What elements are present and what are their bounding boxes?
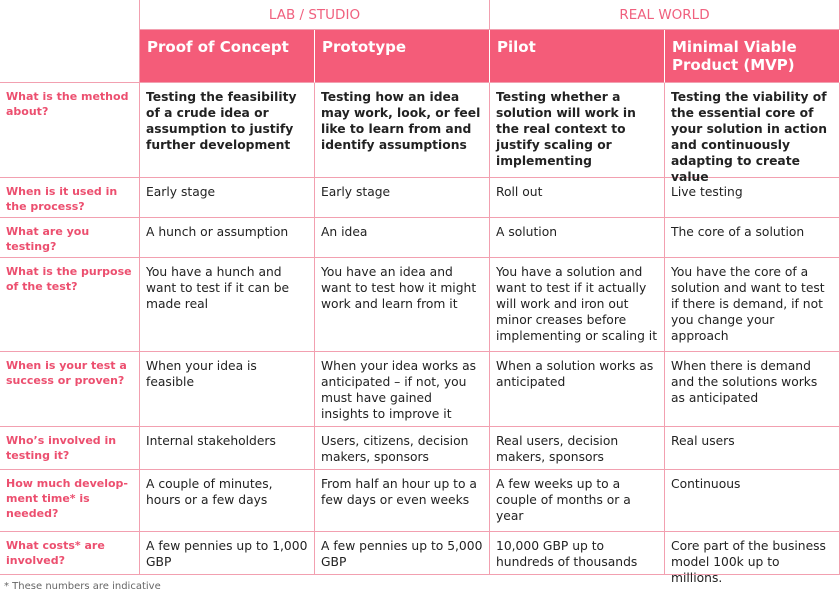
table-cell: A few weeks up to a couple of months or … (490, 470, 665, 532)
corner (0, 0, 140, 83)
table-cell: A few pennies up to 1,000 GBP (140, 532, 315, 575)
table-cell: Users, citizens, decision makers, sponso… (315, 427, 490, 470)
table-cell: A couple of minutes, hours or a few days (140, 470, 315, 532)
group-header: LAB / STUDIO (140, 0, 490, 30)
table-cell: Roll out (490, 178, 665, 218)
table-cell: When your idea is feasible (140, 352, 315, 427)
table-cell: You have a hunch and want to test if it … (140, 258, 315, 352)
row-label: What costs* are involved? (0, 532, 140, 575)
table-cell: Core part of the business model 100k up … (665, 532, 840, 585)
table-cell: You have an idea and want to test how it… (315, 258, 490, 352)
column-header: Minimal Viable Product (MVP) (665, 30, 840, 83)
column-header: Pilot (490, 30, 665, 83)
row-label: What is the method about? (0, 83, 140, 178)
table-cell: 10,000 GBP up to hundreds of thousands (490, 532, 665, 575)
table-cell: The core of a solution (665, 218, 840, 258)
table-cell: When a solution works as anticipated (490, 352, 665, 427)
table-cell: Real users (665, 427, 840, 470)
row-label: When is your test a success or proven? (0, 352, 140, 427)
table-cell: A solution (490, 218, 665, 258)
table-cell: Early stage (140, 178, 315, 218)
table-cell: When your idea works as anticipated – if… (315, 352, 490, 427)
table-cell: Testing the viability of the essential c… (665, 83, 840, 184)
table-cell: Testing whether a solution will work in … (490, 83, 665, 178)
row-label: Who’s involved in testing it? (0, 427, 140, 470)
row-label: When is it used in the process? (0, 178, 140, 218)
column-header: Prototype (315, 30, 490, 83)
table-cell: Early stage (315, 178, 490, 218)
table-cell: You have the core of a solution and want… (665, 258, 840, 352)
table-cell: Internal stakeholders (140, 427, 315, 470)
table-cell: Real users, decision makers, sponsors (490, 427, 665, 470)
table-cell: Continuous (665, 470, 840, 532)
column-header: Proof of Concept (140, 30, 315, 83)
footnote: * These numbers are indicative (4, 581, 161, 592)
group-header: REAL WORLD (490, 0, 840, 30)
table-cell: An idea (315, 218, 490, 258)
table-cell: When there is demand and the solutions w… (665, 352, 840, 427)
row-label: What is the purpose of the test? (0, 258, 140, 352)
table-cell: A hunch or assumption (140, 218, 315, 258)
table-cell: You have a solution and want to test if … (490, 258, 665, 352)
row-label: How much develop-ment time* is needed? (0, 470, 140, 532)
table-cell: From half an hour up to a few days or ev… (315, 470, 490, 532)
table-cell: A few pennies up to 5,000 GBP (315, 532, 490, 575)
table-cell: Live testing (665, 178, 840, 218)
table-cell: Testing the feasibility of a crude idea … (140, 83, 315, 178)
row-label: What are you testing? (0, 218, 140, 258)
table-cell: Testing how an idea may work, look, or f… (315, 83, 490, 178)
